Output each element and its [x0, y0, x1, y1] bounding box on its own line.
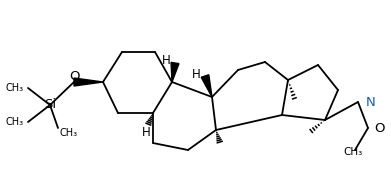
Text: H: H — [142, 127, 151, 140]
Text: CH₃: CH₃ — [6, 83, 24, 93]
Text: CH₃: CH₃ — [60, 128, 78, 138]
Text: O: O — [374, 121, 384, 134]
Polygon shape — [201, 75, 212, 97]
Polygon shape — [74, 78, 103, 86]
Text: Si: Si — [44, 98, 56, 111]
Text: H: H — [192, 68, 200, 81]
Text: CH₃: CH₃ — [343, 147, 362, 157]
Text: N: N — [366, 96, 376, 108]
Text: O: O — [70, 71, 80, 83]
Polygon shape — [171, 62, 179, 82]
Text: H: H — [161, 54, 170, 66]
Text: CH₃: CH₃ — [6, 117, 24, 127]
